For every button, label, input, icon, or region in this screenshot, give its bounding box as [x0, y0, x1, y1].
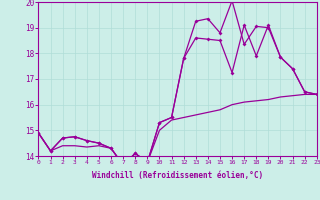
X-axis label: Windchill (Refroidissement éolien,°C): Windchill (Refroidissement éolien,°C): [92, 171, 263, 180]
